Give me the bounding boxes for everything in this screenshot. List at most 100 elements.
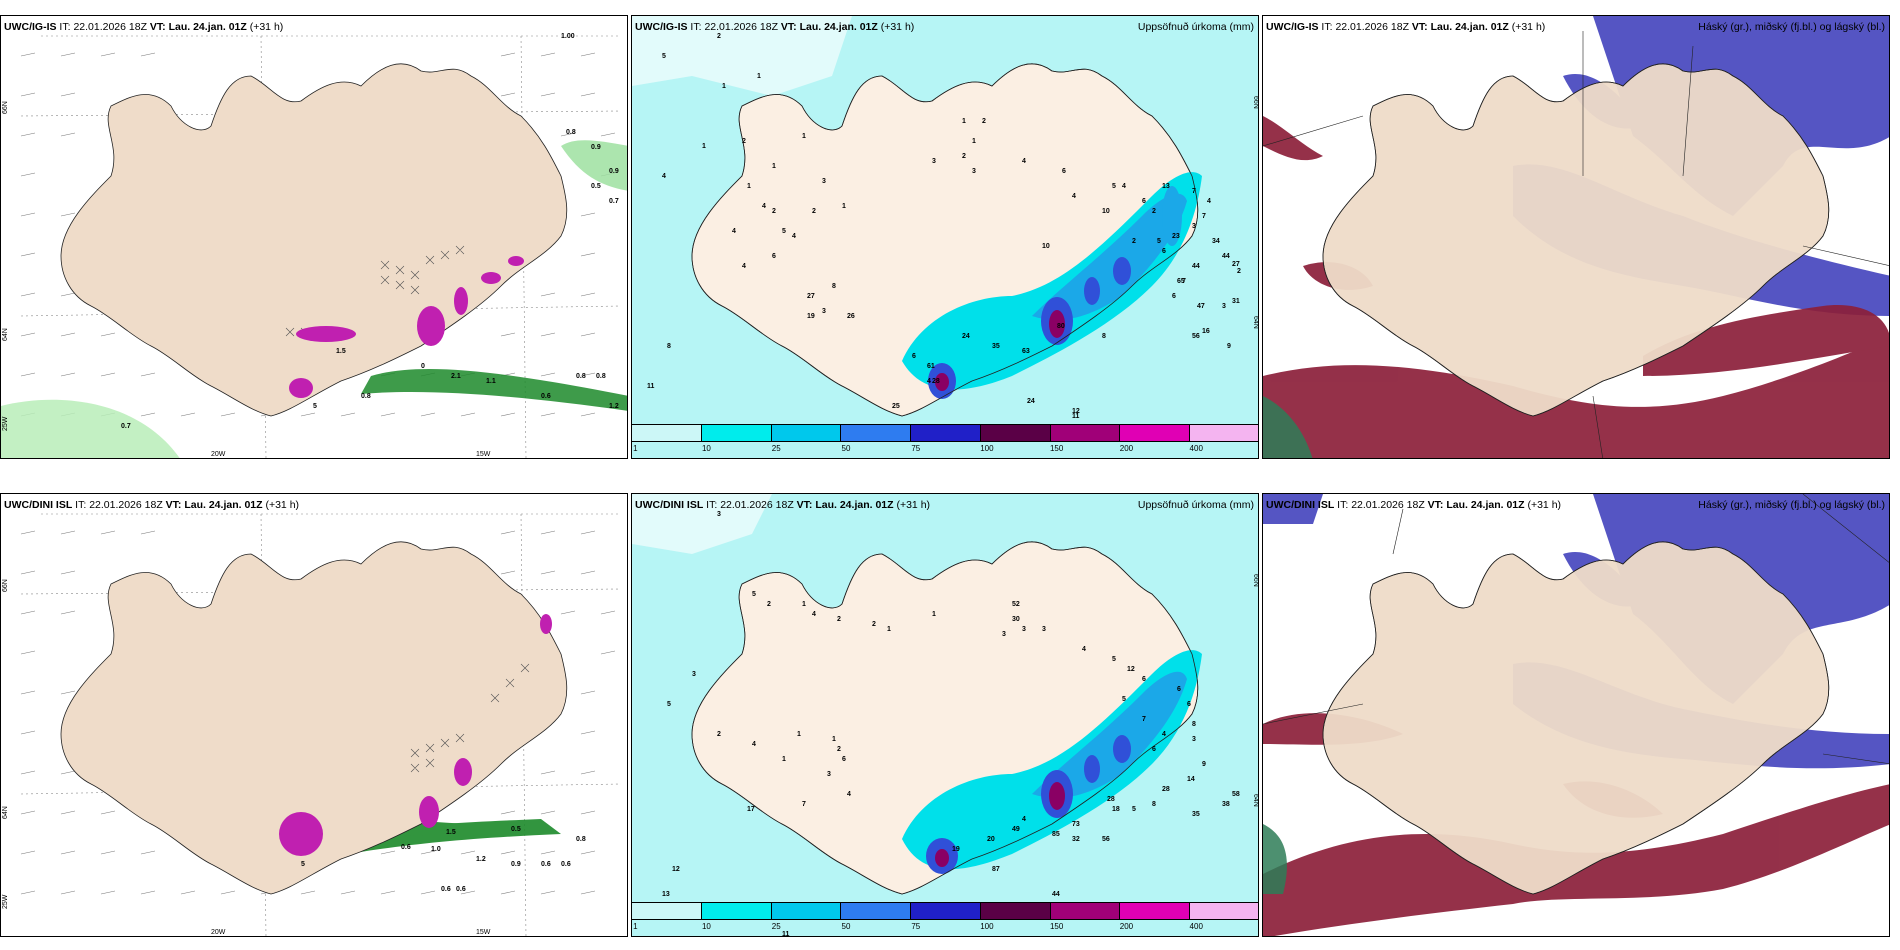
map-panel-wind: 0.8 0.6 1.0 1.2 0.9 0.6 0.6 0.6 1.5 0.5 0.6 5 20W 1…: [0, 493, 628, 937]
panel-header: UWC/DINI ISL IT: 22.01.2026 18Z VT: Lau.…: [4, 499, 299, 511]
map-value-label: 1: [772, 163, 776, 170]
map-value-label: 7: [1142, 716, 1146, 723]
map-value-label: 47: [1197, 303, 1205, 310]
legend-tick: 1: [633, 444, 638, 453]
legend-colorbar: [632, 424, 1258, 442]
map-value-label: 17: [747, 806, 755, 813]
vt-label: VT:: [149, 21, 166, 33]
map-value-label: 1: [802, 601, 806, 608]
map-value-label: 3: [822, 308, 826, 315]
legend-swatch: [632, 903, 702, 919]
legend-tick: 400: [1189, 444, 1203, 453]
map-value-label: 4: [742, 263, 746, 270]
map-value-label: 2: [982, 118, 986, 125]
map-value-label: 0.9: [609, 168, 619, 175]
legend-swatch: [771, 903, 842, 919]
map-value-label: 6: [1062, 168, 1066, 175]
map-value-label: 5: [1157, 238, 1161, 245]
map-value-label: 1: [932, 611, 936, 618]
map-value-label: 5: [1112, 656, 1116, 663]
map-value-label: 4: [1072, 193, 1076, 200]
map-value-label: 4: [1162, 731, 1166, 738]
map-panel-precip: 3521422135212411364717121333111920874985…: [631, 493, 1259, 937]
map-value-label: 4: [1082, 646, 1086, 653]
map-canvas: 1.00 0.8 0.9 0.9 0.5 0.7 0.8 0.8 0.6 1.2 0.7 0.8 2.1…: [1, 33, 627, 458]
map-value-label: 38: [1222, 801, 1230, 808]
map-value-label: 4: [1207, 198, 1211, 205]
vt-label: VT:: [796, 499, 813, 511]
map-value-label: 7: [1192, 188, 1196, 195]
vt-value: Lau. 24.jan. 01Z: [1446, 499, 1525, 511]
map-value-label: 3: [1222, 303, 1226, 310]
map-value-label: 73: [1072, 821, 1080, 828]
legend-swatch: [632, 425, 702, 441]
panel-title: Háský (gr.), miðský (fj.bl.) og lágský (…: [1698, 499, 1885, 511]
map-value-label: 4: [847, 791, 851, 798]
map-value-label: 5: [782, 228, 786, 235]
map-value-label: 0.8: [576, 836, 586, 843]
map-value-label: 3: [1192, 223, 1196, 230]
vt-value: Lau. 24.jan. 01Z: [184, 499, 263, 511]
legend-swatch: [701, 425, 772, 441]
legend-tick: 10: [701, 444, 711, 453]
map-value-label: 0.5: [511, 826, 521, 833]
lead-time: (+31 h): [880, 21, 915, 33]
map-value-label: 1: [972, 138, 976, 145]
map-value-label: 1.2: [609, 403, 619, 410]
map-value-label: 28: [932, 378, 940, 385]
map-value-label: 4: [1022, 816, 1026, 823]
lat-label-0: 66N: [1252, 574, 1259, 587]
legend-tick: 50: [841, 444, 851, 453]
map-value-label: 7: [802, 801, 806, 808]
map-value-label: 7: [1182, 278, 1186, 285]
map-value-label: 12: [1127, 666, 1135, 673]
panel-header: UWC/DINI ISL IT: 22.01.2026 18Z VT: Lau.…: [1266, 499, 1561, 511]
it-label: IT:: [1321, 21, 1333, 33]
map-canvas: 5211412112131462454438271926118156425612…: [632, 16, 1258, 458]
lat-label-1: 64N: [2, 806, 9, 819]
legend-tick: 75: [911, 444, 921, 453]
map-value-label: 4: [1022, 158, 1026, 165]
map-value-label: 24: [962, 333, 970, 340]
map-value-label: 10: [1102, 208, 1110, 215]
map-value-label: 13: [662, 891, 670, 898]
map-value-label: 8: [1192, 721, 1196, 728]
vt-value: Lau. 24.jan. 01Z: [815, 499, 894, 511]
map-value-label: 11: [782, 931, 790, 937]
legend-swatch: [1190, 425, 1258, 441]
map-value-label: 13: [1162, 183, 1170, 190]
panel-header: UWC/IG-IS IT: 22.01.2026 18Z VT: Lau. 24…: [635, 21, 914, 33]
map-value-label: 24: [1027, 398, 1035, 405]
map-value-label: 18: [1112, 806, 1120, 813]
map-value-label: 28: [1107, 796, 1115, 803]
map-value-label: 1.5: [336, 348, 346, 355]
vt-value: Lau. 24.jan. 01Z: [1430, 21, 1509, 33]
map-value-label: 1.2: [476, 856, 486, 863]
map-value-label: 3: [1192, 736, 1196, 743]
map-value-label: 1.1: [486, 378, 496, 385]
vt-label: VT:: [780, 21, 797, 33]
legend-swatch: [701, 903, 772, 919]
precip-green-band: [1, 140, 627, 458]
lat-label-0: 66N: [2, 101, 9, 114]
map-canvas: 3521422135212411364717121333111920874985…: [632, 494, 1259, 937]
map-value-label: 5: [662, 53, 666, 60]
map-value-label: 4: [792, 233, 796, 240]
lead-time: (+31 h): [1511, 21, 1546, 33]
map-value-label: 8: [832, 283, 836, 290]
map-value-label: 4: [762, 203, 766, 210]
lat-label-2: 25W: [2, 894, 9, 909]
cloud-high: [1263, 396, 1313, 458]
lat-label-0: 66N: [2, 579, 9, 592]
map-value-label: 4: [752, 741, 756, 748]
map-value-label: 6: [1152, 746, 1156, 753]
legend-tick: 50: [841, 922, 851, 931]
vt-label: VT:: [1411, 21, 1428, 33]
map-value-label: 5: [313, 403, 317, 410]
map-value-label: 2: [742, 138, 746, 145]
legend-tick: 10: [701, 922, 711, 931]
legend-swatch: [980, 903, 1051, 919]
map-value-label: 0.8: [596, 373, 606, 380]
hatch-area: [410, 663, 530, 773]
legend-swatch: [1050, 903, 1121, 919]
